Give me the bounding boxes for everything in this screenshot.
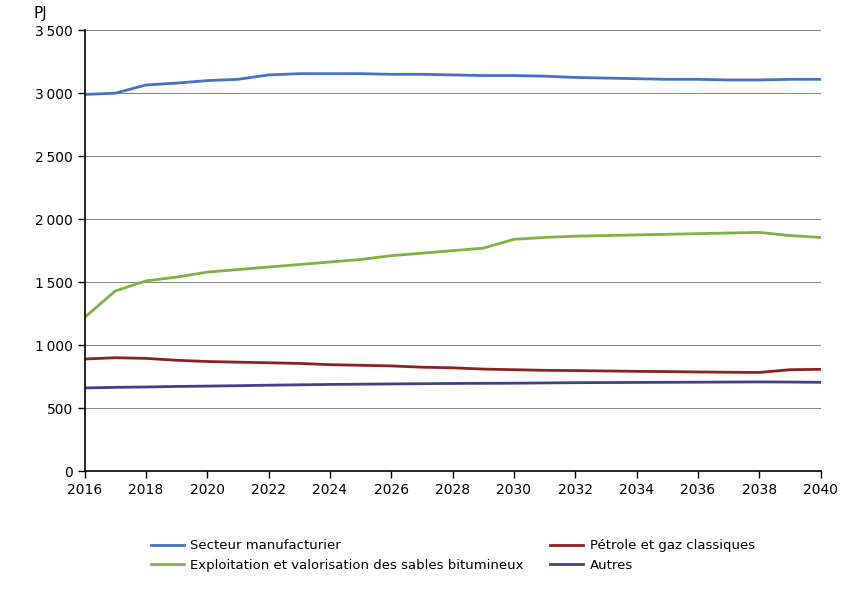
Y-axis label: PJ: PJ [34,7,47,21]
Legend: Secteur manufacturier, Exploitation et valorisation des sables bitumineux, Pétro: Secteur manufacturier, Exploitation et v… [151,539,755,572]
